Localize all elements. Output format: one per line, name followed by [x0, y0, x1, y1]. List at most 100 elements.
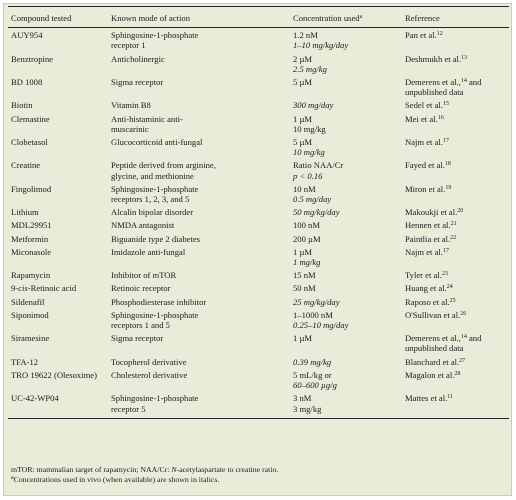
- reference-cell: Paintlia et al.22: [405, 233, 457, 244]
- table-row: Rapamycin Inhibitor of mTOR 15 nM Tyler et …: [8, 268, 509, 281]
- concentration-cell: 1.2 nM 1–10 mg/kg/day: [293, 30, 349, 51]
- concentration-cell: 0.39 mg/kg: [293, 356, 332, 367]
- table-row: TFA-12 Tocopherol derivative 0.39 mg/kg Bla…: [8, 355, 509, 368]
- table-row: BD 1008 Sigma receptor 5 µM Demerens et al.…: [8, 75, 509, 98]
- table-row: 9-cis-Retinoic acid Retinoic receptor 50 n…: [8, 281, 509, 294]
- table-header-row: Compound tested Known mode of action Con…: [8, 5, 509, 29]
- reference-cell: O'Sullivan et al.26: [405, 309, 467, 320]
- mode-of-action-cell: Sphingosine-1-phosphate receptors 1, 2, 3…: [111, 183, 199, 205]
- reference-cell: Deshmukh et al.13: [405, 53, 468, 64]
- compound-cell: TRO 19622 (Olesoxime): [11, 369, 97, 380]
- concentration-cell: 300 mg/day: [293, 100, 334, 111]
- compound-cell: Clobetasol: [11, 137, 48, 148]
- table-row: UC-42-WP04 Sphingosine-1-phosphate recepto…: [8, 391, 509, 419]
- concentration-cell: 200 µM: [293, 233, 321, 244]
- compound-cell: Siponimod: [11, 309, 49, 320]
- compound-cell: Siramesine: [11, 333, 50, 344]
- compound-cell: Clemastine: [11, 113, 50, 124]
- concentration-cell: 50 nM: [293, 283, 316, 294]
- reference-cell: Pan et al.12: [405, 30, 443, 41]
- table-row: Lithium Alcalin bipolar disorder 50 mg/kg/…: [8, 205, 509, 218]
- reference-cell: Mei et al.16: [405, 113, 444, 124]
- reference-cell: Demerens et al.,14 and unpublished data: [405, 77, 482, 98]
- mode-of-action-cell: Vitamin B8: [111, 100, 151, 111]
- concentration-cell: 25 mg/kg/day: [293, 296, 340, 307]
- reference-cell: Makoukji et al.20: [405, 207, 464, 218]
- compound-cell: BD 1008: [11, 77, 43, 88]
- compound-cell: Creatine: [11, 160, 41, 171]
- italics-footnote: aConcentrations used in vivo (when avail…: [11, 475, 220, 484]
- mode-of-action-cell: Peptide derived from arginine, glycine, a…: [111, 160, 216, 181]
- mode-of-action-cell: Retinoic receptor: [111, 283, 171, 294]
- concentration-cell: 1 µM: [293, 333, 313, 344]
- table-row: Clobetasol Glucocorticoid anti-fungal 5 µM…: [8, 135, 509, 158]
- table-body: AUY954 Sphingosine-1-phosphate receptor 1 1…: [8, 28, 509, 419]
- mode-of-action-cell: Phosphodiesterase inhibitor: [111, 296, 207, 307]
- reference-cell: Tyler et al.23: [405, 270, 448, 281]
- table-notes: mTOR: mammalian target of rapamycin; NAA…: [11, 465, 506, 485]
- reference-cell: Blanchard et al.27: [405, 356, 466, 367]
- reference-cell: Huang et al.24: [405, 283, 453, 294]
- table-row: Miconasole Imidazole anti-fungal 1 µM 1 mg/…: [8, 245, 509, 268]
- concentration-cell: Ratio NAA/Cr p < 0.16: [293, 160, 344, 181]
- table-row: Clemastine Anti-histaminic anti-muscarini…: [8, 112, 509, 135]
- compound-cell: TFA-12: [11, 356, 39, 367]
- mode-of-action-cell: Sigma receptor: [111, 77, 164, 88]
- compound-cell: Lithium: [11, 207, 39, 218]
- header-mode-of-action: Known mode of action: [108, 5, 290, 29]
- reference-cell: Najm et al.17: [405, 137, 449, 148]
- concentration-cell: 1–1000 nM 0.25–10 mg/day: [293, 309, 349, 331]
- table-row: Metformin Biguanide type 2 diabetes 200 µM…: [8, 232, 509, 245]
- table-row: Creatine Peptide derived from arginine, gl…: [8, 158, 509, 181]
- mode-of-action-cell: Alcalin bipolar disorder: [111, 207, 194, 218]
- mode-of-action-cell: NMDA antagonist: [111, 220, 175, 231]
- table-row: Siponimod Sphingosine-1-phosphate receptor…: [8, 308, 509, 331]
- header-reference: Reference: [402, 5, 509, 29]
- concentration-cell: 5 µM: [293, 77, 313, 88]
- concentration-cell: 5 mL/kg or 60–600 µg/g: [293, 369, 337, 391]
- reference-cell: Demerens et al.,14 and unpublished data: [405, 333, 482, 354]
- compounds-table: Compound tested Known mode of action Con…: [8, 5, 509, 419]
- reference-cell: Raposo et al.25: [405, 296, 456, 307]
- concentration-cell: 5 µM 10 mg/kg: [293, 137, 325, 158]
- mode-of-action-cell: Sigma receptor: [111, 333, 164, 344]
- abbreviations-note: mTOR: mammalian target of rapamycin; NAA…: [11, 465, 279, 474]
- reference-cell: Sedel et al.15: [405, 100, 449, 111]
- reference-cell: Najm et al.17: [405, 246, 449, 257]
- compound-cell: AUY954: [11, 30, 43, 41]
- reference-cell: Fayed et al.18: [405, 160, 451, 171]
- header-concentration: Concentration useda: [290, 5, 402, 29]
- table-row: Biotin Vitamin B8 300 mg/day Sedel et al.15: [8, 98, 509, 111]
- mode-of-action-cell: Glucocorticoid anti-fungal: [111, 137, 203, 148]
- concentration-cell: 100 nM: [293, 220, 320, 231]
- mode-of-action-cell: Cholesterol derivative: [111, 369, 188, 380]
- concentration-cell: 10 nM 0.5 mg/day: [293, 183, 332, 205]
- concentration-cell: 15 nM: [293, 270, 316, 281]
- table-row: AUY954 Sphingosine-1-phosphate receptor 1 1…: [8, 28, 509, 52]
- table-row: Fingolimod Sphingosine-1-phosphate recepto…: [8, 182, 509, 205]
- compound-cell: Miconasole: [11, 246, 52, 257]
- compound-cell: 9-cis-Retinoic acid: [11, 283, 77, 294]
- header-compound: Compound tested: [8, 5, 108, 29]
- compound-cell: UC-42-WP04: [8, 391, 108, 419]
- table-row: Sildenafil Phosphodiesterase inhibitor 25 …: [8, 295, 509, 308]
- table-row: TRO 19622 (Olesoxime) Cholesterol derivat…: [8, 368, 509, 391]
- compound-cell: Benztropine: [11, 53, 53, 64]
- reference-cell: Magalon et al.28: [405, 369, 461, 380]
- concentration-cell: 50 mg/kg/day: [293, 207, 340, 218]
- table-row: Siramesine Sigma receptor 1 µM Demerens et …: [8, 331, 509, 354]
- mode-of-action-cell: Imidazole anti-fungal: [111, 246, 186, 257]
- compound-cell: Sildenafil: [11, 296, 45, 307]
- table-row: Benztropine Anticholinergic 2 µM 2.5 mg/kg D…: [8, 52, 509, 75]
- table-row: MDL29951 NMDA antagonist 100 nM Hennen et a…: [8, 218, 509, 231]
- compound-cell: Metformin: [11, 233, 49, 244]
- concentration-cell: 1 µM 1 mg/kg: [293, 246, 321, 268]
- mode-of-action-cell: Anti-histaminic anti-muscarinic: [111, 113, 183, 134]
- compound-cell: Rapamycin: [11, 270, 51, 281]
- concentration-cell: 2 µM 2.5 mg/kg: [293, 53, 327, 74]
- compound-cell: Fingolimod: [11, 183, 52, 194]
- mode-of-action-cell: Anticholinergic: [111, 53, 165, 64]
- mode-of-action-cell: Biguanide type 2 diabetes: [111, 233, 201, 244]
- mode-of-action-cell: Inhibitor of mTOR: [111, 270, 177, 281]
- reference-cell: Hennen et al.21: [405, 220, 457, 231]
